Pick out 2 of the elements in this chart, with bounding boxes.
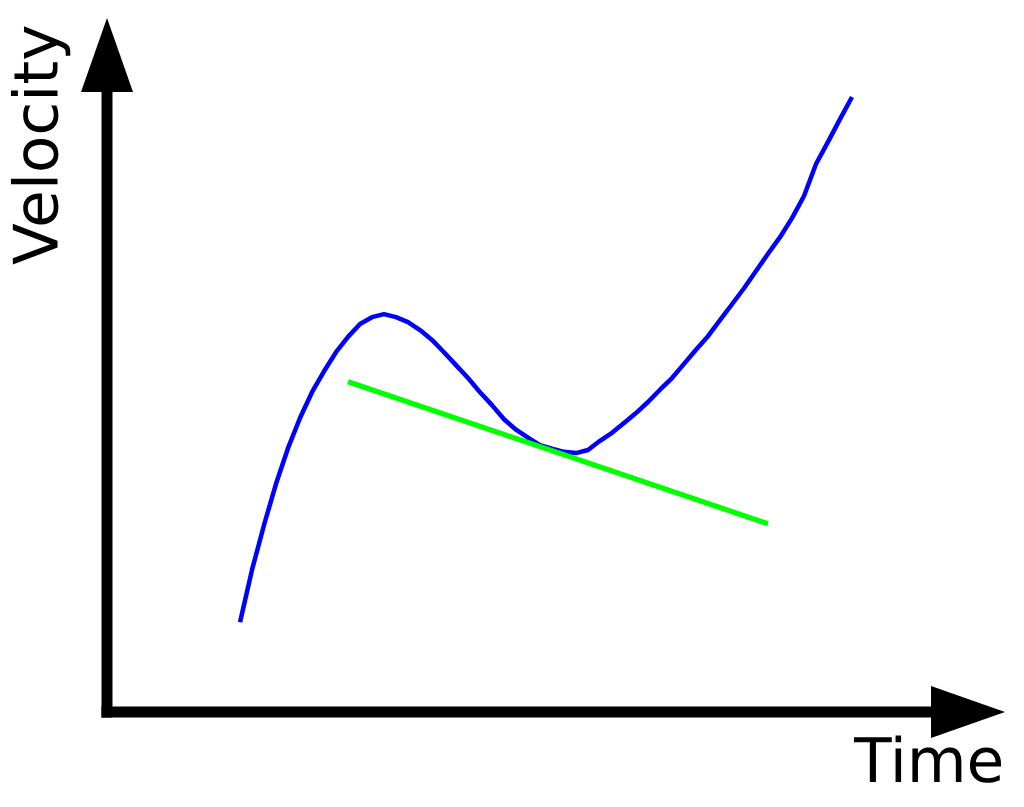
y-axis-title: Velocity	[10, 26, 71, 265]
x-axis-title: Time	[853, 735, 1002, 783]
